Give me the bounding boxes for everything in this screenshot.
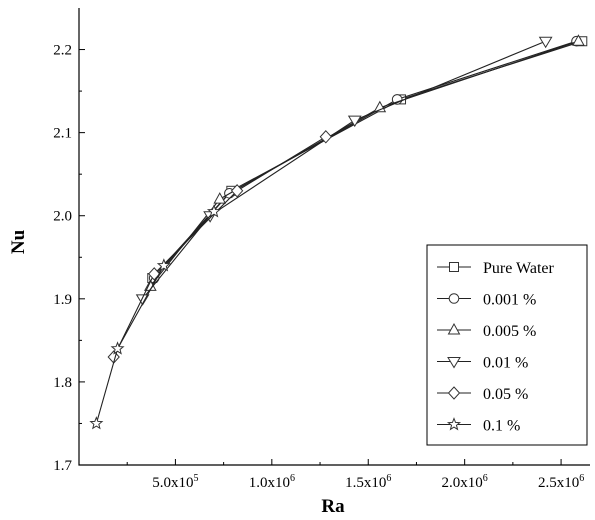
x-tick-label: 1.5x106 <box>345 473 391 491</box>
x-tick-label: 1.0x106 <box>249 473 295 491</box>
legend-label: 0.01 % <box>483 355 528 372</box>
legend-label: 0.05 % <box>483 386 528 403</box>
marker-triangle-up <box>572 34 585 46</box>
series-line <box>113 136 327 358</box>
marker-star <box>110 341 125 355</box>
legend-label: 0.1 % <box>483 418 520 435</box>
marker-star <box>156 258 171 272</box>
marker-star <box>89 416 104 430</box>
legend-box <box>426 244 588 446</box>
marker-diamond <box>230 184 244 198</box>
legend-label: 0.005 % <box>483 323 536 340</box>
y-tick-label: 1.7 <box>53 458 72 474</box>
y-tick-label: 1.8 <box>53 375 72 391</box>
marker-triangle-up <box>213 192 227 204</box>
legend: Pure Water 0.001 % 0.005 % 0.01 % 0.05 % 0.1 … <box>426 244 588 446</box>
axes: 1.7 1.8 1.9 2.0 2.1 2.2 5.0x105 1.0x106 1.5x106 2… <box>53 8 590 491</box>
series-line <box>95 211 215 424</box>
marker-triangle-down <box>538 36 553 49</box>
marker-star <box>446 417 462 431</box>
y-tick-label: 2.1 <box>53 126 72 142</box>
series-line <box>142 40 546 300</box>
series-group <box>89 34 588 430</box>
series-diamond <box>107 130 333 364</box>
y-tick-label: 1.9 <box>53 292 72 308</box>
x-tick-label: 2.5x106 <box>538 473 584 491</box>
series-line <box>153 40 577 279</box>
marker-diamond <box>319 130 333 144</box>
x-tick-label: 2.0x106 <box>442 473 488 491</box>
marker-star <box>206 204 221 218</box>
series-triangle-down <box>135 36 553 306</box>
legend-label: 0.001 % <box>483 292 536 309</box>
y-tick-label: 2.2 <box>53 43 72 59</box>
marker-triangle-down <box>347 115 362 128</box>
marker-triangle-down <box>447 357 461 369</box>
marker-diamond <box>447 386 461 400</box>
series-star <box>89 204 221 430</box>
legend-label: Pure Water <box>483 260 555 277</box>
marker-square <box>449 262 459 272</box>
y-tick-label: 2.0 <box>53 209 72 225</box>
marker-circle <box>448 293 460 304</box>
marker-triangle-up <box>447 322 461 335</box>
series-line <box>151 40 583 279</box>
x-tick-label: 5.0x105 <box>152 473 198 491</box>
y-axis-title: Nu <box>8 229 29 254</box>
x-axis-title: Ra <box>321 496 345 517</box>
